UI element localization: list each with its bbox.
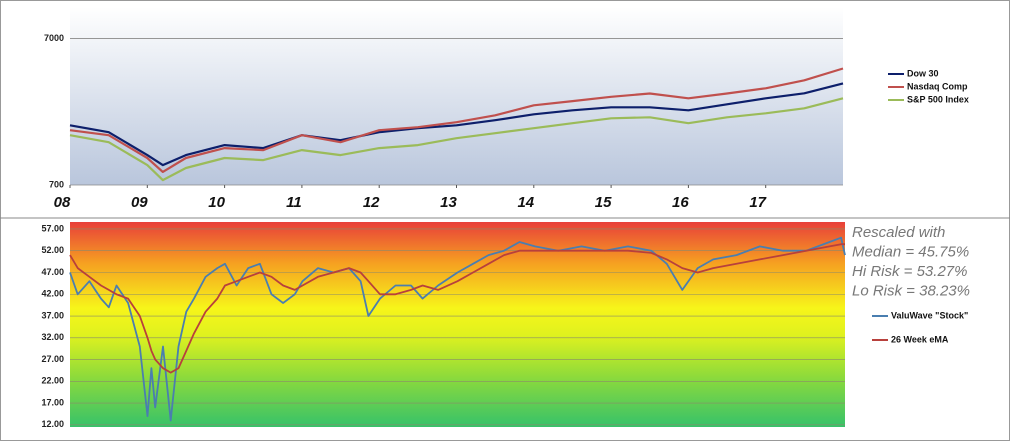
x-tick-label: 17 (749, 194, 766, 211)
legend-label: 26 Week eMA (891, 334, 949, 344)
series-line (69, 97, 844, 182)
x-tick-label: 15 (595, 194, 612, 211)
y-tick-label: 42.00 (41, 289, 64, 299)
x-tick-label: 14 (517, 194, 534, 211)
x-tick-label: 12 (363, 194, 380, 211)
series-line (69, 236, 846, 422)
legend-label: ValuWave "Stock" (891, 310, 968, 320)
bottom-plot-area (70, 222, 845, 427)
annotation: Median = 45.75% (852, 243, 969, 260)
x-tick-label: 11 (286, 194, 302, 211)
series-line (69, 82, 844, 167)
legend-label: S&P 500 Index (907, 94, 969, 104)
x-tick-label: 09 (131, 194, 148, 211)
annotation: Lo Risk = 38.23% (852, 282, 970, 299)
y-tick-label: 7000 (44, 33, 64, 43)
y-tick-label: 47.00 (41, 267, 64, 277)
legend-label: Nasdaq Comp (907, 81, 968, 91)
y-tick-label: 22.00 (41, 376, 64, 386)
annotation: Hi Risk = 53.27% (852, 263, 967, 280)
legend-label: Dow 30 (907, 68, 939, 78)
y-tick-label: 700 (49, 179, 64, 189)
series-line (69, 243, 845, 374)
y-tick-label: 27.00 (41, 354, 64, 364)
x-tick-label: 10 (208, 194, 225, 211)
y-tick-label: 32.00 (41, 332, 64, 342)
y-tick-label: 17.00 (41, 397, 64, 407)
y-tick-label: 37.00 (41, 310, 64, 320)
x-tick-label: 16 (672, 194, 689, 211)
annotation: Rescaled with (852, 224, 945, 241)
y-tick-label: 57.00 (41, 223, 64, 233)
x-tick-label: 08 (54, 194, 71, 211)
y-tick-label: 52.00 (41, 245, 64, 255)
series-line (69, 67, 844, 173)
y-tick-label: 12.00 (41, 419, 64, 429)
x-tick-label: 13 (440, 194, 457, 211)
